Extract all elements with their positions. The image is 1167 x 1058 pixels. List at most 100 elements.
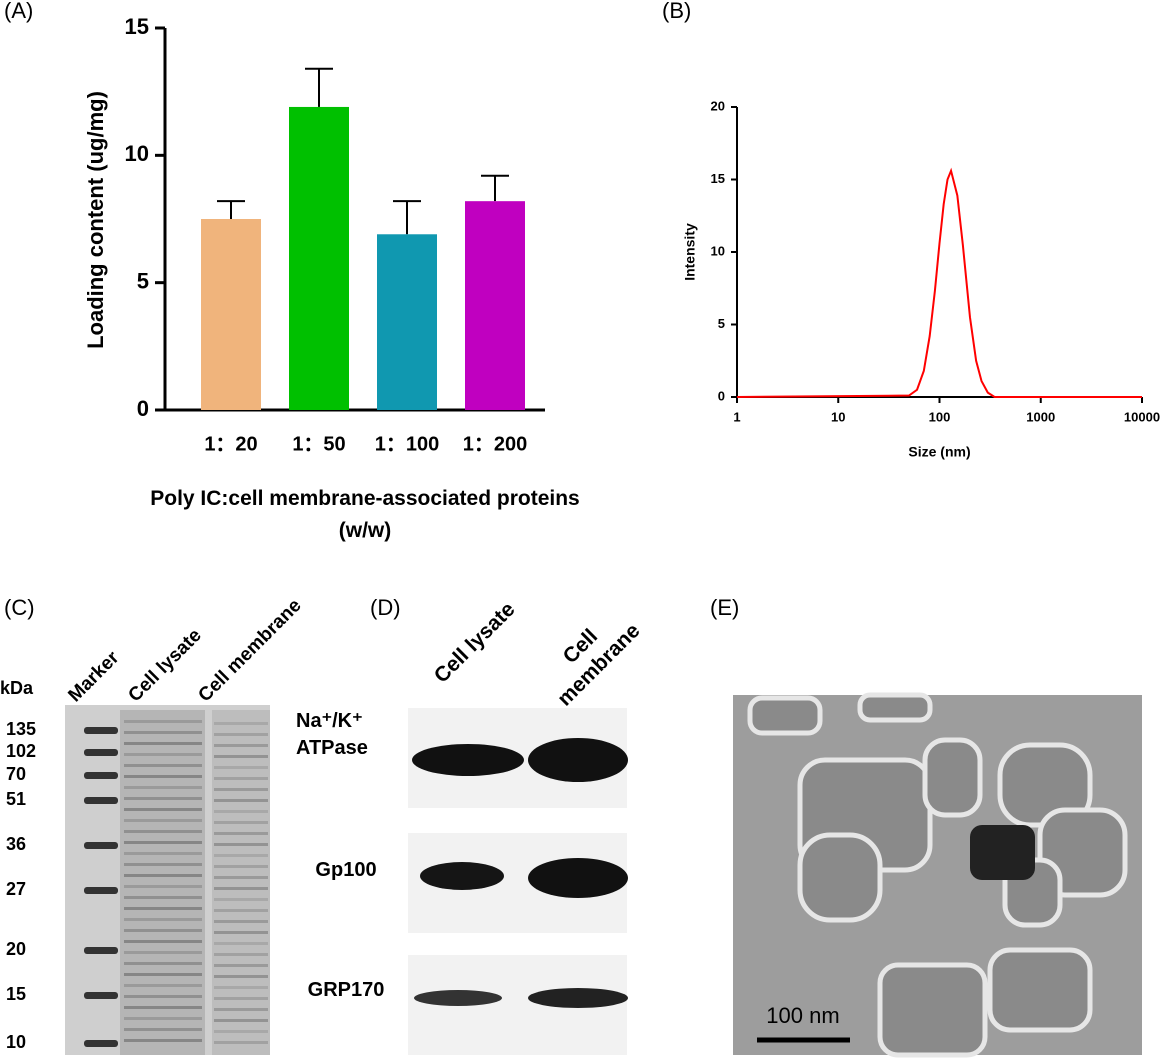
- bar: [377, 234, 437, 410]
- scale-bar-label: 100 nm: [766, 1003, 839, 1028]
- y-tick-label: 15: [711, 171, 725, 186]
- x-axis-title: Poly IC:cell membrane-associated protein…: [150, 487, 580, 542]
- lane-band: [214, 821, 268, 824]
- bar: [201, 219, 261, 410]
- blot-band: [414, 990, 502, 1006]
- y-tick-label: 10: [711, 243, 725, 258]
- lane-band: [214, 964, 268, 967]
- lane-band: [214, 986, 268, 989]
- x-tick-label: 1：100: [375, 433, 440, 455]
- y-tick-label: 15: [125, 14, 149, 39]
- tem-dark-particle: [970, 825, 1035, 880]
- lane-band: [124, 951, 202, 954]
- x-tick-label: 100: [929, 409, 951, 424]
- row-label: Gp100: [315, 859, 377, 881]
- lane-band: [124, 929, 202, 932]
- lane-band: [124, 797, 202, 800]
- y-tick-label: 10: [125, 141, 149, 166]
- marker-label: 51: [6, 789, 27, 809]
- marker-band: [84, 992, 118, 999]
- lane-band: [124, 753, 202, 756]
- marker-band: [84, 842, 118, 849]
- marker-label: 70: [6, 764, 27, 784]
- y-tick-label: 0: [137, 396, 149, 421]
- panel-label: (B): [662, 0, 692, 23]
- lane-band: [214, 909, 268, 912]
- lane-band: [214, 788, 268, 791]
- lane-band: [124, 885, 202, 888]
- x-tick-label: 1000: [1026, 409, 1055, 424]
- lane-band: [214, 854, 268, 857]
- lane-band: [124, 742, 202, 745]
- x-tick-label: 1：200: [463, 433, 528, 455]
- gel-lane: [212, 710, 270, 1055]
- y-tick-label: 5: [137, 268, 149, 293]
- lane-band: [124, 907, 202, 910]
- blot-band: [528, 858, 628, 898]
- lane-band: [124, 731, 202, 734]
- lane-band: [214, 1019, 268, 1022]
- marker-label: 36: [6, 834, 27, 854]
- lane-band: [214, 953, 268, 956]
- marker-band: [84, 772, 118, 779]
- marker-label: 27: [6, 879, 27, 899]
- marker-label: 15: [6, 984, 27, 1004]
- lane-band: [124, 1028, 202, 1031]
- y-axis-title: Loading content (ug/mg): [83, 91, 108, 349]
- x-axis-title: Size (nm): [908, 444, 970, 460]
- gel-lane: [120, 710, 205, 1055]
- marker-band: [84, 749, 118, 756]
- marker-label: 102: [6, 741, 37, 761]
- lane-band: [214, 876, 268, 879]
- lane-band: [214, 865, 268, 868]
- lane-band: [214, 722, 268, 725]
- y-axis-title: Intensity: [682, 223, 698, 281]
- lane-band: [124, 863, 202, 866]
- y-tick-label: 0: [718, 388, 725, 403]
- panel-label: (E): [710, 595, 740, 620]
- lane-band: [124, 896, 202, 899]
- marker-label: 135: [6, 719, 37, 739]
- blot-band: [528, 988, 628, 1008]
- marker-band: [84, 727, 118, 734]
- lane-band: [214, 810, 268, 813]
- lane-band: [214, 920, 268, 923]
- row-label: Na⁺/K⁺ ATPase: [296, 710, 368, 759]
- panel-label: (C): [4, 595, 35, 620]
- lane-band: [214, 1041, 268, 1044]
- lane-band: [214, 777, 268, 780]
- blot-band: [420, 862, 504, 890]
- gel-bands: [84, 720, 268, 1047]
- lane-band: [214, 898, 268, 901]
- lane-band: [124, 984, 202, 987]
- lane-band: [124, 808, 202, 811]
- lane-band: [124, 830, 202, 833]
- lane-band: [124, 764, 202, 767]
- x-tick-label: 1: [733, 409, 740, 424]
- marker-band: [84, 947, 118, 954]
- bar: [465, 201, 525, 410]
- lane-band: [124, 720, 202, 723]
- lane-band: [124, 973, 202, 976]
- panel-label: (A): [4, 0, 34, 23]
- lane-band: [214, 755, 268, 758]
- lane-band: [214, 832, 268, 835]
- lane-band: [214, 1030, 268, 1033]
- lane-band: [124, 995, 202, 998]
- marker-band: [84, 887, 118, 894]
- lane-band: [124, 918, 202, 921]
- lane-band: [214, 975, 268, 978]
- lane-band: [124, 1006, 202, 1009]
- lane-band: [124, 1017, 202, 1020]
- line-series: [736, 167, 1142, 398]
- gel-unit: kDa: [0, 678, 34, 698]
- marker-label: 10: [6, 1032, 27, 1052]
- lane-band: [214, 766, 268, 769]
- y-tick-label: 20: [711, 98, 725, 113]
- lane-band: [124, 940, 202, 943]
- marker-band: [84, 1040, 118, 1047]
- lane-band: [214, 1008, 268, 1011]
- x-tick-label: 10000: [1124, 409, 1160, 424]
